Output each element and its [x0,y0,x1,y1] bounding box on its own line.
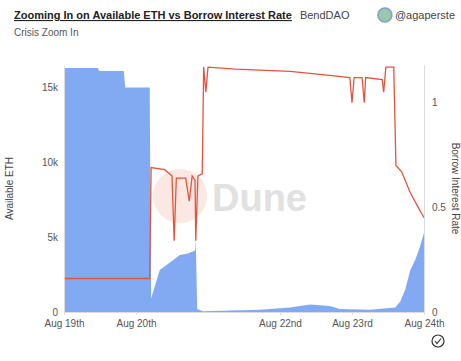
axis-line [64,66,65,313]
y2-axis-title: Borrow Interest Rate [450,143,461,235]
tick-label: 15k [42,82,59,93]
chart: Zooming In on Available ETH vs Borrow In… [0,0,461,361]
y-axis-title: Available ETH [4,157,15,220]
tick: 0 [424,307,438,318]
line-series [64,67,424,278]
plot-area [64,67,424,312]
tick: Aug 23rd [332,312,373,329]
tick: Aug 20th [116,312,156,329]
y-axis: 0 5k 10k 15k [42,66,65,318]
tick-mark [280,312,281,315]
tick-label: 5k [47,232,59,243]
axis-line [424,66,425,313]
title: Zooming In on Available ETH vs Borrow In… [14,9,292,21]
tick: 15k [42,82,64,93]
tick: 0.5 [424,202,446,213]
tick-label: 0 [432,307,438,318]
tick-label: 0 [52,307,58,318]
x-axis: Aug 19th Aug 20th Aug 22nd Aug 23rd Aug 24th [44,312,444,329]
tick-label: Aug 23rd [332,318,373,329]
watermark: Dune [212,177,307,219]
source: BendDAO [300,9,350,21]
tick: 5k [47,232,64,243]
subtitle: Crisis Zoom In [14,27,78,38]
tick-label: Aug 24th [404,318,444,329]
y2-axis: 00.51 [424,66,446,318]
tick: 0 [52,307,64,318]
author: @agaperste [395,9,455,21]
tick-label: 10k [42,157,59,168]
check-icon [432,335,444,347]
tick: Aug 19th [44,312,84,329]
tick: Aug 24th [404,312,444,329]
avatar [378,8,392,22]
tick: 10k [42,157,64,168]
tick-label: 0.5 [432,202,446,213]
area-series [64,68,424,312]
tick-mark [352,312,353,315]
tick-label: Aug 19th [44,318,84,329]
tick-label: 1 [432,97,438,108]
tick: Aug 22nd [259,312,302,329]
tick-mark [136,312,137,315]
tick-label: Aug 22nd [259,318,302,329]
axis-line [65,313,425,316]
watermark-logo [153,169,207,223]
tick-label: Aug 20th [116,318,156,329]
tick: 1 [424,97,438,108]
